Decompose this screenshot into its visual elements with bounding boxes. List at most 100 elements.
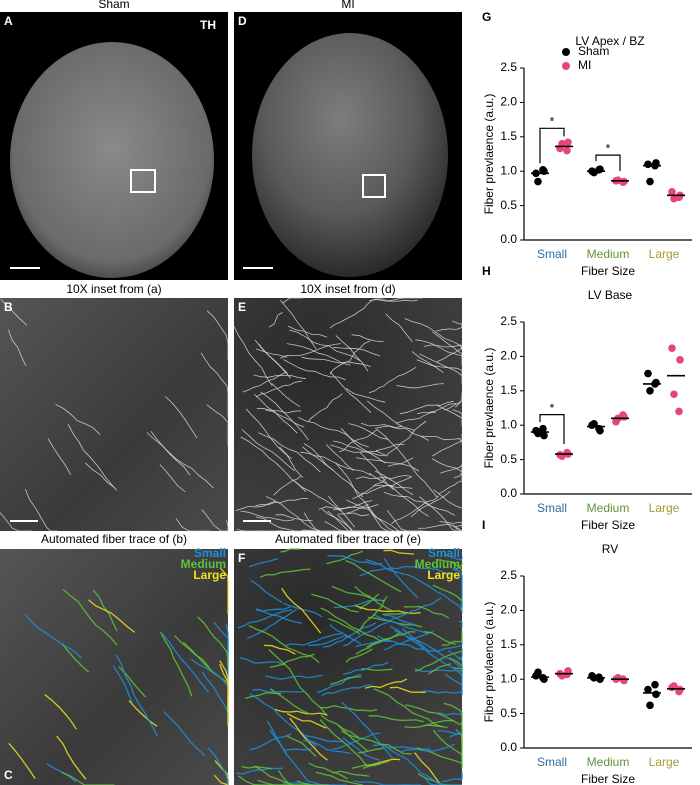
fiber bbox=[56, 735, 87, 780]
fiber bbox=[327, 555, 383, 565]
fiber bbox=[238, 775, 308, 785]
x-tick-label: Large bbox=[649, 755, 680, 769]
fiber bbox=[118, 666, 146, 698]
fiber bbox=[338, 512, 370, 517]
fiber bbox=[325, 444, 354, 471]
fiber bbox=[400, 748, 431, 753]
y-axis-title: Fiber prevlaence (a.u.) bbox=[482, 94, 496, 215]
fiber bbox=[284, 748, 312, 751]
fiber bbox=[219, 663, 229, 711]
fiber bbox=[281, 587, 322, 634]
fiber bbox=[435, 323, 463, 332]
fiber bbox=[436, 346, 463, 363]
data-point bbox=[644, 160, 652, 169]
fiber bbox=[275, 514, 313, 521]
fiber bbox=[369, 299, 418, 302]
data-point bbox=[595, 166, 603, 174]
fiber bbox=[265, 409, 305, 428]
fiber bbox=[115, 654, 158, 737]
legend-marker bbox=[562, 48, 570, 56]
fiber bbox=[280, 548, 302, 553]
fiber bbox=[150, 431, 191, 476]
fiber bbox=[375, 470, 414, 496]
fiber bbox=[286, 735, 317, 758]
trace-legend: Large bbox=[427, 568, 460, 582]
fiber bbox=[219, 567, 229, 615]
fiber bbox=[268, 649, 329, 717]
fiber bbox=[269, 653, 315, 669]
y-tick-label: 1.5 bbox=[500, 637, 517, 651]
fiber bbox=[247, 609, 297, 640]
fiber bbox=[399, 400, 454, 415]
fiber bbox=[55, 403, 101, 435]
fiber bbox=[239, 656, 286, 666]
fiber bbox=[330, 371, 372, 413]
heart-mi bbox=[252, 33, 448, 277]
fiber bbox=[367, 400, 430, 441]
fiber bbox=[213, 621, 229, 683]
fiber bbox=[441, 630, 463, 646]
caption: Automated fiber trace of (e) bbox=[275, 532, 421, 546]
y-tick-label: 0.0 bbox=[500, 486, 517, 500]
fiber bbox=[359, 564, 420, 577]
fiber bbox=[62, 588, 118, 646]
fiber bbox=[351, 763, 381, 770]
fiber bbox=[305, 734, 343, 743]
fiber bbox=[248, 624, 320, 664]
fiber bbox=[328, 495, 356, 528]
data-point bbox=[563, 448, 571, 457]
fiber bbox=[329, 675, 362, 686]
fiber bbox=[452, 409, 463, 427]
significance-bracket bbox=[539, 414, 565, 445]
fiber bbox=[159, 631, 193, 697]
fiber bbox=[235, 500, 276, 511]
fiber bbox=[424, 630, 456, 645]
fiber bbox=[245, 408, 292, 460]
data-point bbox=[590, 420, 598, 428]
fiber bbox=[438, 711, 463, 716]
y-tick-label: 2.0 bbox=[500, 95, 517, 109]
fiber bbox=[287, 325, 328, 338]
fiber bbox=[256, 408, 302, 414]
fiber bbox=[255, 348, 288, 358]
panel-label: H bbox=[482, 264, 491, 278]
data-point bbox=[670, 390, 678, 399]
fiber bbox=[346, 499, 400, 532]
fiber bbox=[414, 650, 463, 672]
fiber bbox=[348, 423, 388, 440]
fiber bbox=[418, 523, 463, 529]
fiber bbox=[359, 451, 395, 491]
fiber bbox=[364, 678, 408, 689]
fiber bbox=[422, 689, 463, 695]
panel-label: I bbox=[482, 518, 485, 532]
fiber bbox=[444, 553, 463, 561]
chart-title: LV Base bbox=[588, 288, 633, 302]
fiber bbox=[67, 424, 118, 491]
fiber bbox=[422, 775, 462, 785]
caption: MI bbox=[341, 0, 354, 11]
fiber bbox=[437, 730, 463, 736]
data-point bbox=[646, 701, 654, 710]
fiber bbox=[207, 747, 229, 785]
fiber bbox=[253, 374, 307, 380]
fiber bbox=[302, 446, 334, 471]
fiber bbox=[439, 521, 463, 525]
x-axis-title: Fiber Size bbox=[581, 264, 635, 278]
fiber bbox=[453, 561, 463, 571]
fiber bbox=[452, 567, 463, 608]
fiber bbox=[404, 318, 463, 350]
trace-legend: Medium bbox=[181, 557, 226, 571]
fiber bbox=[237, 609, 293, 629]
heart-sham bbox=[10, 42, 214, 278]
fiber bbox=[386, 420, 427, 456]
y-tick-label: 2.5 bbox=[500, 314, 517, 328]
panel-label: F bbox=[238, 551, 245, 565]
fiber bbox=[354, 585, 393, 612]
fiber bbox=[405, 573, 463, 614]
fiber bbox=[458, 620, 463, 628]
panel-label: B bbox=[4, 300, 13, 314]
fiber bbox=[355, 640, 392, 648]
inset-box bbox=[362, 174, 386, 198]
fiber-layer bbox=[0, 297, 463, 785]
